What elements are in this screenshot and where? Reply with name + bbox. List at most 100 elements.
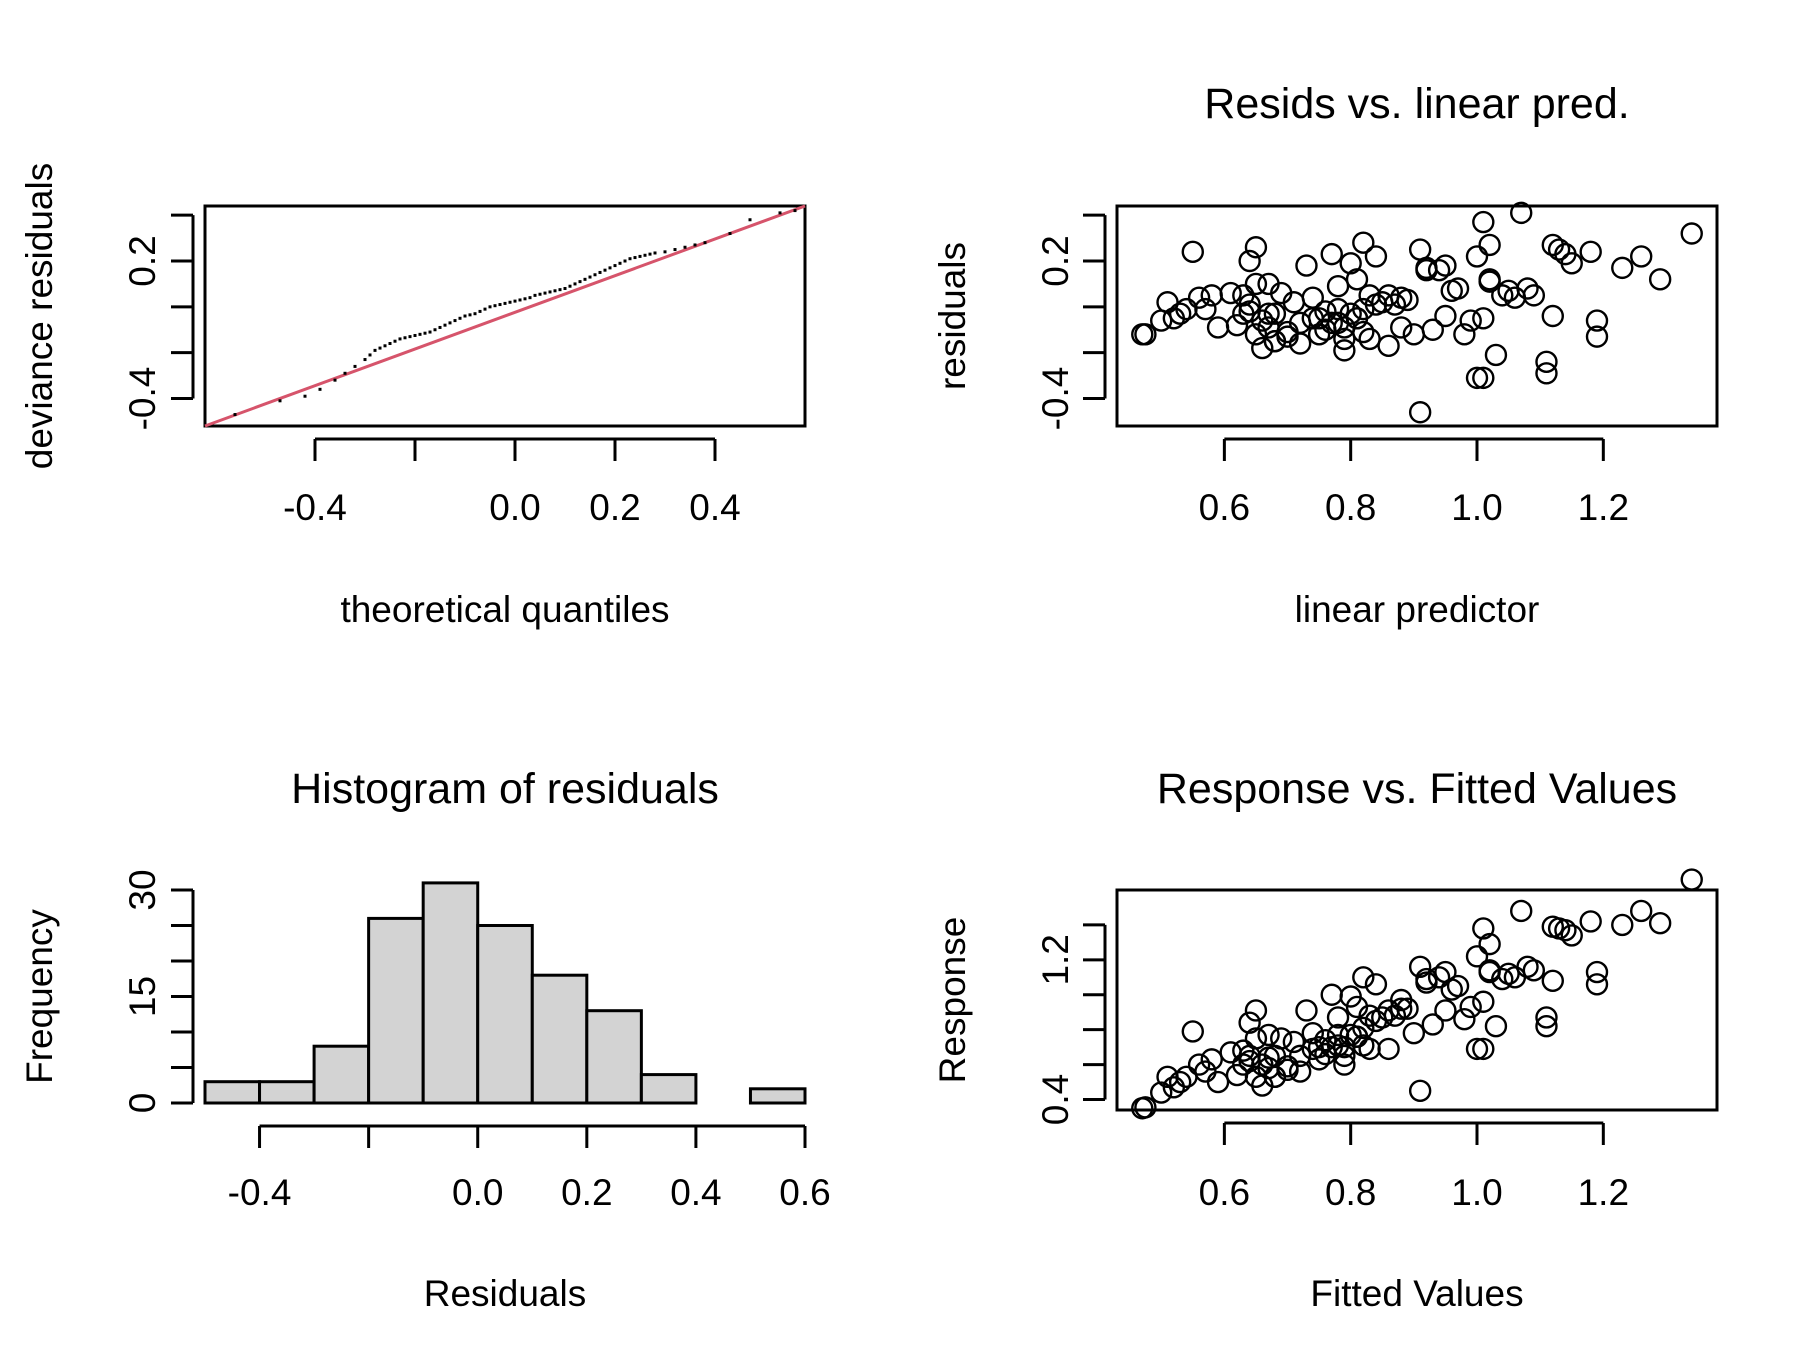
qq-point	[498, 303, 502, 307]
qq-point	[503, 301, 507, 305]
scatter-point	[1288, 1044, 1312, 1068]
scatter-point	[1434, 254, 1457, 277]
scatter-point	[1478, 959, 1501, 982]
qq-point	[563, 287, 567, 290]
scatter-point	[1295, 254, 1318, 277]
histogram-bar	[530, 973, 589, 1105]
scatter-point	[1510, 899, 1533, 923]
scatter-point	[1200, 1048, 1223, 1071]
scatter-point	[1535, 1014, 1558, 1038]
scatter-point	[1263, 1065, 1287, 1089]
scatter-point	[1320, 983, 1343, 1006]
scatter-point	[1427, 258, 1451, 282]
scatter-point	[1541, 969, 1564, 992]
scatter-point	[1320, 242, 1343, 266]
qq-point	[448, 321, 452, 325]
scatter-point	[1446, 277, 1470, 300]
qq-point	[458, 316, 462, 320]
qq-point	[383, 344, 387, 348]
scatter-point	[1408, 401, 1432, 424]
scatter-point	[1175, 1065, 1198, 1089]
y-tick-label: 0	[122, 1093, 163, 1114]
scatter-point	[1263, 302, 1287, 325]
qq-point	[508, 300, 512, 304]
scatter-point	[1352, 966, 1375, 989]
scatter-point	[1560, 924, 1583, 947]
scatter-point	[1390, 997, 1413, 1020]
scatter-point	[1585, 325, 1609, 348]
scatter-point	[1219, 281, 1242, 305]
x-tick-label: 1.0	[1451, 487, 1502, 528]
scatter-point	[1427, 966, 1451, 989]
y-tick-label: 0.2	[1035, 235, 1076, 286]
y-tick-label: 0.2	[122, 235, 163, 286]
scatter-point	[1585, 960, 1609, 984]
scatter-point	[1465, 366, 1489, 390]
qq-point	[793, 209, 797, 213]
scatter-point	[1535, 362, 1558, 385]
scatter-point	[1134, 323, 1157, 346]
qq-point	[603, 268, 607, 272]
y-tick-label: 30	[122, 869, 163, 910]
scatter-point	[1333, 339, 1356, 362]
y-tick-label: -0.4	[122, 367, 163, 431]
qq-point	[623, 259, 627, 263]
x-tick-label: 0.0	[489, 487, 540, 528]
qq-point	[233, 413, 237, 417]
qq-point	[378, 346, 382, 350]
scatter-point	[1251, 336, 1274, 360]
scatter-point	[1503, 286, 1527, 309]
scatter-point	[1364, 973, 1388, 996]
histogram-bar	[258, 1080, 316, 1105]
scatter-point	[1585, 309, 1609, 332]
x-tick-label: 0.4	[670, 1172, 721, 1213]
qq-point	[588, 275, 592, 279]
qq-point	[598, 270, 602, 274]
qq-point	[528, 296, 532, 300]
scatter-point	[1288, 311, 1312, 335]
scatter-point	[1465, 945, 1489, 968]
scatter-point	[1478, 932, 1501, 956]
scatter-point	[1453, 323, 1476, 346]
x-axis-label: Residuals	[424, 1273, 586, 1314]
scatter-point	[1648, 268, 1672, 291]
scatter-point	[1421, 1013, 1444, 1036]
panel-1: theoretical quantiles deviance residuals -…	[19, 163, 807, 630]
scatter-point	[1377, 1037, 1400, 1061]
qq-point	[413, 333, 417, 337]
qq-point	[673, 248, 677, 252]
scatter-point	[1187, 1053, 1211, 1076]
qq-point	[278, 399, 282, 403]
qq-point	[683, 245, 687, 249]
scatter-point	[1251, 309, 1274, 332]
qq-point	[473, 312, 477, 316]
histogram-bar	[203, 1080, 262, 1105]
scatter-point	[1522, 959, 1546, 982]
scatter-point	[1225, 313, 1249, 337]
scatter-point	[1434, 999, 1457, 1022]
scatter-point	[1453, 1008, 1476, 1031]
scatter-point	[1345, 268, 1369, 291]
x-tick-label: -0.4	[283, 487, 347, 528]
qq-point	[583, 277, 587, 281]
panel-2: Resids vs. linear pred. linear predictor r…	[932, 80, 1719, 630]
scatter-point	[1680, 222, 1703, 245]
x-tick-label: 0.2	[561, 1172, 612, 1213]
histogram-bar	[585, 1009, 643, 1105]
scatter-point	[1333, 327, 1356, 351]
scatter-point	[1345, 307, 1369, 330]
qq-point	[543, 291, 547, 295]
qq-point	[493, 304, 497, 308]
qq-point	[533, 293, 537, 297]
y-tick-label: 15	[122, 976, 163, 1017]
qq-point	[333, 378, 337, 382]
scatter-point	[1282, 1030, 1306, 1054]
scatter-point	[1339, 302, 1362, 325]
scatter-point	[1434, 304, 1457, 328]
qq-point	[423, 331, 427, 335]
scatter-point	[1314, 300, 1337, 323]
qq-point	[778, 211, 782, 215]
qq-point	[303, 394, 307, 398]
qq-point	[538, 292, 542, 296]
qq-point	[643, 253, 647, 257]
